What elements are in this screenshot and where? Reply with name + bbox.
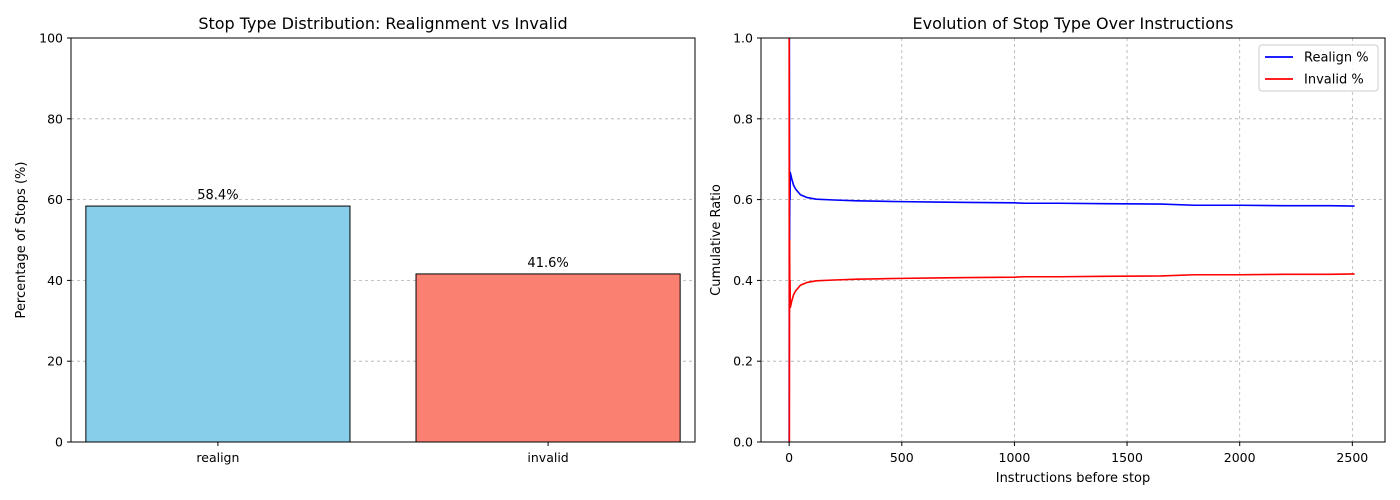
line-chart-series	[788, 37, 1355, 443]
line-chart-frame	[760, 37, 1386, 443]
bar-invalid	[415, 273, 681, 443]
bar-chart-frame	[70, 37, 696, 443]
series-line-1	[788, 37, 1355, 443]
bar-chart-x-ticks: realign invalid	[196, 442, 569, 465]
y-tick-label: 1.0	[733, 31, 753, 46]
bar-chart: Stop Type Distribution: Realignment vs I…	[14, 14, 696, 465]
y-tick-label: 0.6	[733, 192, 753, 207]
x-tick-label: 2500	[1336, 450, 1368, 465]
line-chart-legend: Realign % Invalid %	[1258, 44, 1379, 92]
y-tick-label: 40	[47, 273, 63, 288]
line-chart-grid	[761, 38, 1385, 442]
legend-label: Realign %	[1304, 51, 1369, 66]
line-chart-y-ticks: 0.0 0.2 0.4 0.6 0.8 1.0	[733, 31, 761, 450]
line-chart: Evolution of Stop Type Over Instructions…	[709, 14, 1386, 486]
line-chart-x-axis-label: Instructions before stop	[996, 471, 1151, 486]
y-tick-label: 0.0	[733, 435, 753, 450]
bar-chart-title: Stop Type Distribution: Realignment vs I…	[198, 14, 567, 33]
bar-value-label: 41.6%	[527, 256, 568, 271]
x-tick-label: 1500	[1111, 450, 1143, 465]
bar-value-label: 58.4%	[197, 188, 238, 203]
legend-label: Invalid %	[1304, 73, 1364, 88]
y-tick-label: 100	[39, 31, 63, 46]
y-tick-label: 80	[47, 111, 63, 126]
x-tick-label: 1000	[999, 450, 1031, 465]
x-tick-label: 2000	[1224, 450, 1256, 465]
bar-chart-y-axis-label: Percentage of Stops (%)	[14, 162, 29, 319]
line-chart-y-axis-label: Cumulative Ratio	[709, 184, 724, 296]
bar-chart-bars	[85, 205, 681, 443]
y-tick-label: 0.4	[733, 273, 753, 288]
y-tick-label: 60	[47, 192, 63, 207]
bar-chart-value-labels: 58.4% 41.6%	[197, 188, 568, 271]
bar-chart-y-ticks: 0 20 40 60 80 100	[39, 31, 71, 450]
line-chart-x-ticks: 0 500 1000 1500 2000 2500	[785, 442, 1368, 465]
x-tick-label: invalid	[527, 450, 568, 465]
series-line-0	[788, 37, 1355, 443]
y-tick-label: 0.2	[733, 354, 753, 369]
y-tick-label: 0	[55, 435, 63, 450]
x-tick-label: 0	[785, 450, 793, 465]
x-tick-label: 500	[890, 450, 914, 465]
y-tick-label: 20	[47, 354, 63, 369]
y-tick-label: 0.8	[733, 111, 753, 126]
bar-realign	[85, 205, 351, 443]
x-tick-label: realign	[196, 450, 239, 465]
line-chart-title: Evolution of Stop Type Over Instructions	[912, 14, 1233, 33]
